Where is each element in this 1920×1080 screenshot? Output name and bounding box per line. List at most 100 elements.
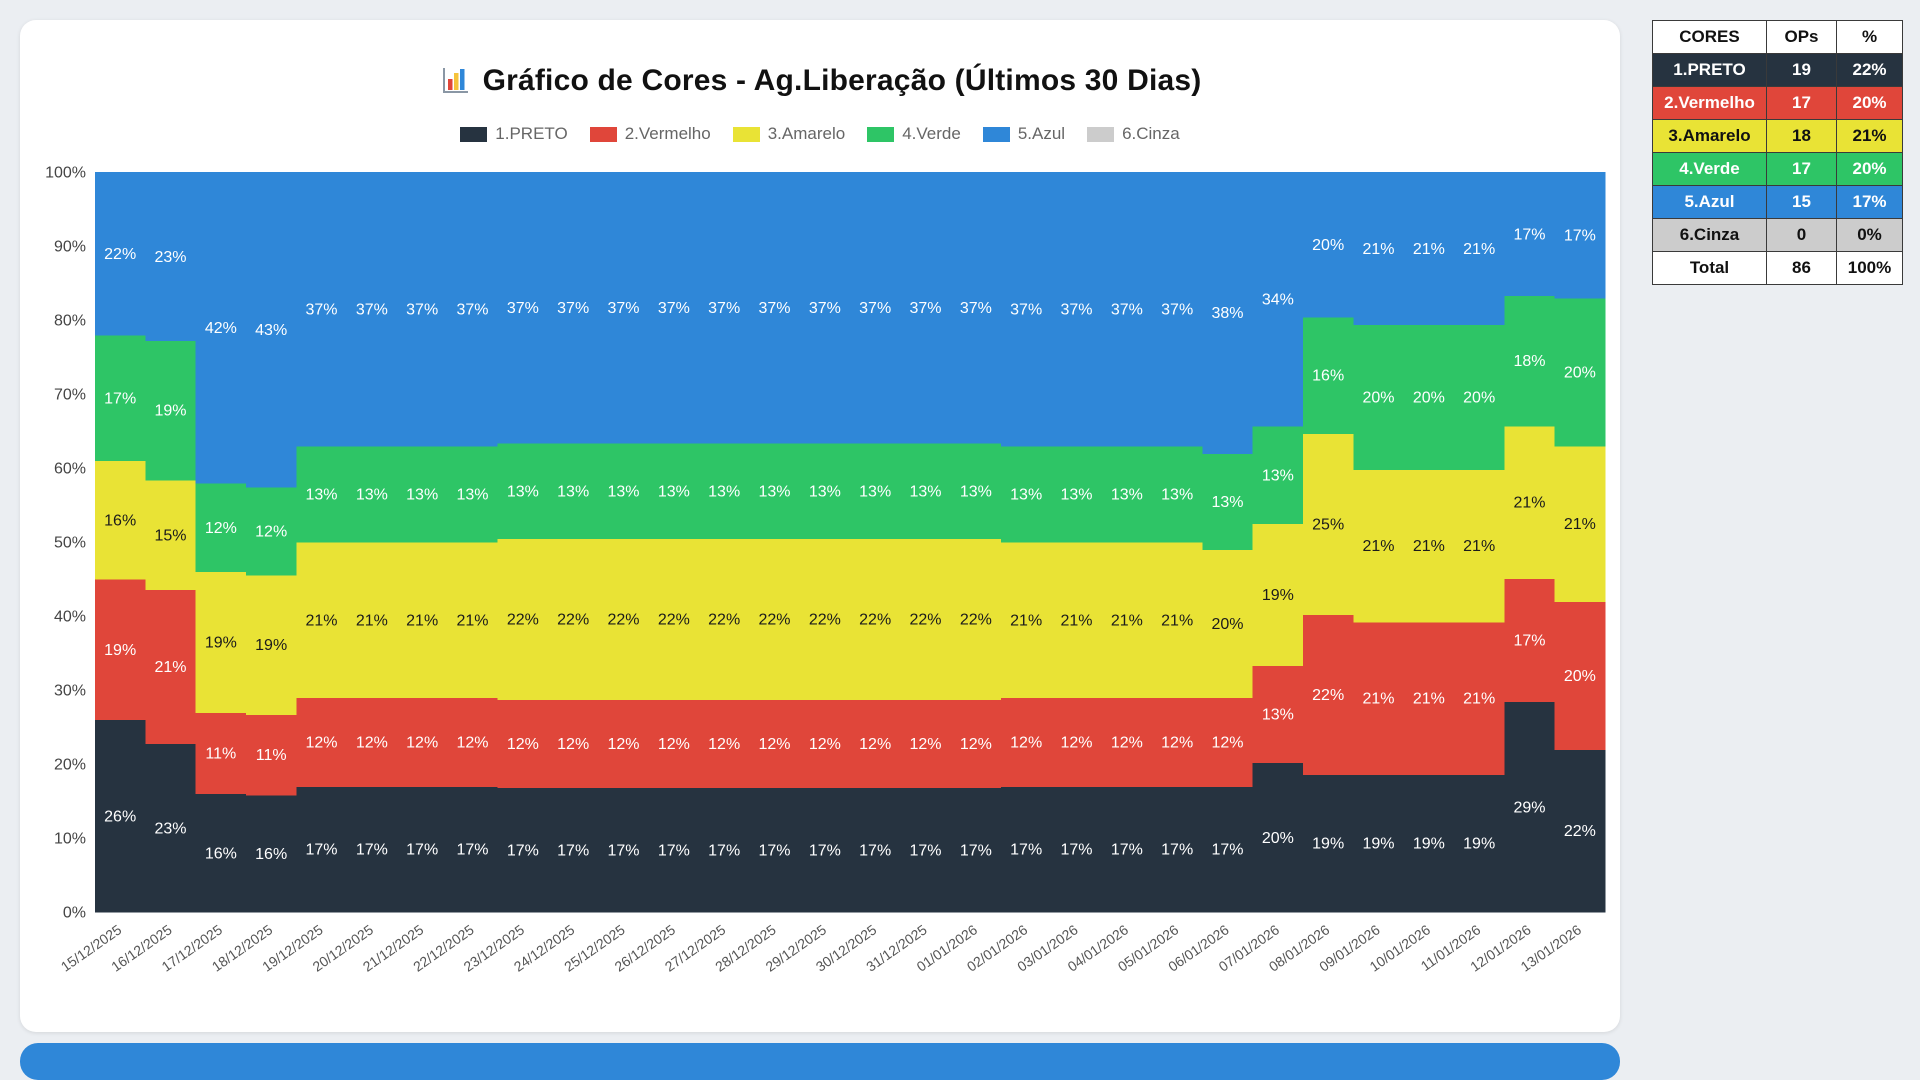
- chart-segment: [397, 786, 448, 913]
- data-label: 17%: [1513, 226, 1545, 243]
- chart-segment: [246, 172, 297, 488]
- data-label: 12%: [1211, 734, 1243, 751]
- summary-table-color-cell: 1.PRETO: [1652, 53, 1767, 87]
- data-label: 12%: [456, 734, 488, 751]
- legend-item-2-vermelho[interactable]: 2.Vermelho: [589, 124, 711, 144]
- legend-label: 1.PRETO: [495, 124, 568, 143]
- chart-segment: [699, 538, 750, 701]
- data-label: 21%: [1362, 538, 1394, 555]
- legend-item-1-preto[interactable]: 1.PRETO: [460, 124, 568, 144]
- summary-table-value-cell: 86: [1766, 251, 1837, 285]
- data-label: 21%: [154, 659, 186, 676]
- data-label: 17%: [456, 842, 488, 859]
- chart-segment: [1353, 621, 1405, 775]
- chart-segment: [1051, 445, 1103, 543]
- data-label: 20%: [1413, 390, 1445, 407]
- chart-segment: [749, 172, 801, 444]
- data-label: 21%: [1060, 612, 1092, 629]
- legend-label: 3.Amarelo: [767, 124, 846, 143]
- data-label: 17%: [708, 842, 740, 859]
- data-label: 13%: [557, 483, 589, 500]
- chart-segment: [799, 538, 851, 701]
- chart-segment: [699, 787, 750, 913]
- chart-segment: [598, 172, 650, 444]
- summary-table-header-cell: CORES: [1652, 20, 1767, 54]
- legend-item-4-verde[interactable]: 4.Verde: [867, 124, 961, 144]
- legend-item-3-amarelo[interactable]: 3.Amarelo: [732, 124, 846, 144]
- chart-segment: [1454, 172, 1505, 325]
- chart-segment: [1504, 295, 1556, 427]
- data-label: 21%: [1362, 241, 1394, 258]
- chart-segment: [1454, 324, 1505, 471]
- chart-segment: [1101, 172, 1153, 447]
- chart-segment: [548, 787, 599, 913]
- data-label: 37%: [356, 302, 388, 319]
- data-label: 17%: [104, 390, 136, 407]
- data-label: 13%: [406, 487, 438, 504]
- chart-segment: [1554, 172, 1606, 299]
- data-label: 21%: [406, 612, 438, 629]
- chart-segment: [195, 482, 247, 573]
- chart-segment: [548, 172, 599, 444]
- data-label: 37%: [658, 300, 690, 317]
- data-label: 21%: [305, 612, 337, 629]
- data-label: 25%: [1312, 516, 1344, 533]
- legend-item-6-cinza[interactable]: 6.Cinza: [1087, 124, 1180, 144]
- data-label: 17%: [758, 842, 790, 859]
- chart-segment: [950, 172, 1002, 444]
- data-label: 37%: [960, 300, 992, 317]
- data-label: 13%: [356, 487, 388, 504]
- data-label: 12%: [708, 736, 740, 753]
- data-label: 12%: [607, 736, 639, 753]
- data-label: 37%: [909, 300, 941, 317]
- chart-segment: [497, 443, 549, 539]
- data-label: 17%: [406, 842, 438, 859]
- data-label: 37%: [1060, 302, 1092, 319]
- chart-segment: [1252, 762, 1304, 913]
- data-label: 13%: [456, 487, 488, 504]
- data-label: 12%: [758, 736, 790, 753]
- summary-table-color-cell: 2.Vermelho: [1652, 86, 1767, 120]
- data-label: 11%: [256, 747, 287, 764]
- summary-table-row: Total 86 100%: [1652, 251, 1903, 285]
- data-label: 13%: [708, 483, 740, 500]
- data-label: 19%: [1463, 836, 1495, 853]
- chart-segment: [1303, 433, 1354, 616]
- chart-segment: [1152, 786, 1203, 913]
- y-axis-tick-label: 70%: [54, 387, 86, 404]
- legend-swatch: [460, 126, 488, 142]
- chart-segment: [1303, 317, 1354, 434]
- chart-segment: [850, 172, 901, 444]
- chart-segment: [1051, 697, 1103, 787]
- summary-table-value-cell: 17: [1766, 152, 1837, 186]
- data-label: 13%: [1010, 487, 1042, 504]
- chart-segment: [1202, 453, 1254, 550]
- chart-segment: [145, 340, 197, 481]
- chart-segment: [397, 445, 448, 543]
- data-label: 12%: [356, 734, 388, 751]
- chart-card: Gráfico de Cores - Ag.Liberação (Últimos…: [20, 20, 1620, 1032]
- chart-segment: [397, 697, 448, 787]
- data-label: 26%: [104, 808, 136, 825]
- chart-segment: [548, 699, 599, 789]
- legend-item-5-azul[interactable]: 5.Azul: [982, 124, 1065, 144]
- data-label: 19%: [1413, 836, 1445, 853]
- data-label: 12%: [809, 736, 841, 753]
- data-label: 17%: [909, 842, 941, 859]
- data-label: 18%: [1513, 353, 1545, 370]
- chart-segment: [1504, 172, 1556, 296]
- data-label: 17%: [809, 842, 841, 859]
- data-label: 37%: [758, 300, 790, 317]
- data-label: 17%: [1010, 842, 1042, 859]
- data-label: 12%: [1161, 734, 1193, 751]
- summary-table-value-cell: 22%: [1836, 53, 1903, 87]
- data-label: 13%: [658, 483, 690, 500]
- chart-segment: [1504, 425, 1556, 579]
- y-axis-tick-label: 10%: [54, 831, 86, 848]
- data-label: 13%: [1211, 494, 1243, 511]
- chart-segment: [296, 697, 348, 787]
- chart-segment: [246, 714, 297, 796]
- chart-segment: [749, 538, 801, 701]
- chart-segment: [397, 542, 448, 698]
- chart-segment: [1403, 324, 1455, 471]
